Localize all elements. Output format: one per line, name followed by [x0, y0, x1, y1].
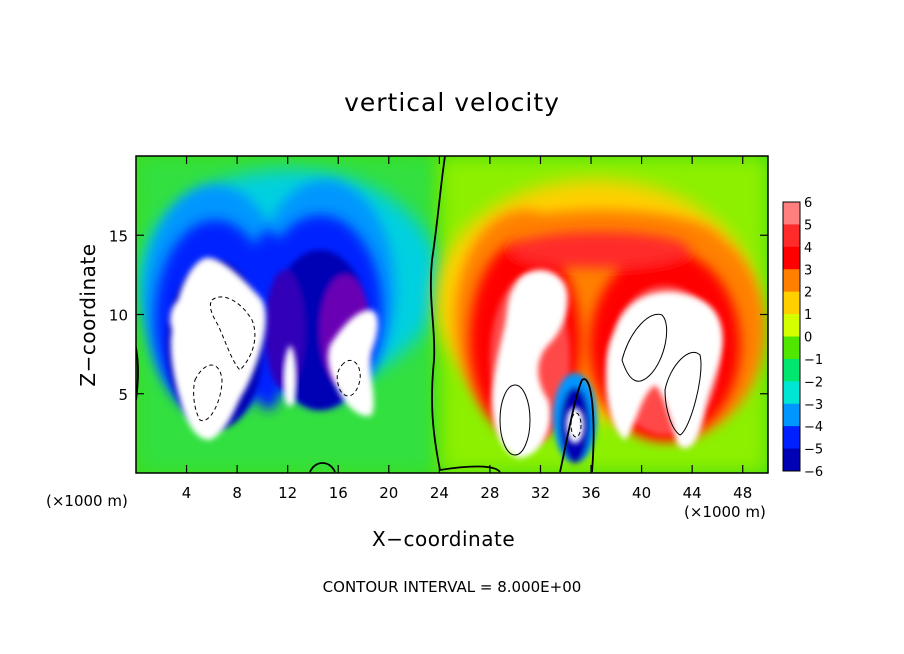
- x-tick-label: 44: [683, 484, 702, 502]
- colorbar-swatch: [783, 358, 800, 382]
- y-tick-label: 15: [109, 227, 128, 245]
- colorbar-swatch: [783, 224, 800, 248]
- colorbar-label: 6: [804, 196, 812, 211]
- colorbar-frame: [782, 201, 801, 472]
- colorbar-label: −2: [804, 375, 823, 390]
- colorbar-swatch: [783, 336, 800, 360]
- colorbar-label: −6: [804, 465, 823, 480]
- x-tick-label: 36: [581, 484, 600, 502]
- colorbar-swatch: [783, 314, 800, 337]
- heatmap-field: [136, 156, 768, 473]
- x-tick-label: 28: [480, 484, 499, 502]
- colorbar-label: −3: [804, 398, 823, 413]
- x-tick-label: 4: [182, 484, 192, 502]
- x-tick-label: 32: [531, 484, 550, 502]
- colorbar: 6 5 4 3 2 1 0 −1 −2 −3 −4 −5 −6: [782, 196, 823, 480]
- chart-title: vertical velocity: [344, 88, 560, 117]
- colorbar-label: 4: [804, 241, 812, 256]
- y-axis: 5 10 15: [109, 227, 768, 404]
- colorbar-swatch: [783, 381, 800, 405]
- colorbar-label: 2: [804, 286, 812, 301]
- colorbar-swatch: [783, 246, 800, 270]
- x-tick-label: 24: [430, 484, 449, 502]
- x-tick-label: 40: [632, 484, 651, 502]
- colorbar-label: 1: [804, 308, 812, 323]
- colorbar-label: −4: [804, 420, 823, 435]
- x-tick-label: 48: [733, 484, 752, 502]
- colorbar-swatch: [783, 291, 800, 315]
- colorbar-swatch: [783, 426, 800, 450]
- colorbar-swatch: [783, 269, 800, 293]
- colorbar-label: −1: [804, 353, 823, 368]
- colorbar-label: 3: [804, 263, 812, 278]
- colorbar-swatch: [783, 202, 800, 225]
- x-unit-label-right: (×1000 m): [684, 503, 766, 521]
- x-axis-label: X−coordinate: [372, 527, 516, 551]
- x-tick-label: 16: [329, 484, 348, 502]
- colorbar-label: 0: [804, 331, 812, 346]
- colorbar-label: 5: [804, 218, 812, 233]
- x-tick-label: 8: [232, 484, 242, 502]
- colorbar-swatch: [783, 448, 800, 472]
- colorbar-label: −5: [804, 443, 823, 458]
- y-tick-label: 5: [118, 386, 128, 404]
- y-tick-label: 10: [109, 307, 128, 325]
- contour-interval-note: CONTOUR INTERVAL = 8.000E+00: [322, 578, 582, 596]
- x-unit-label-left: (×1000 m): [46, 492, 128, 510]
- x-axis: 4 8 12 16 20 24 28 32 36 40 44 48: [182, 156, 752, 502]
- colorbar-swatch: [783, 403, 800, 427]
- x-tick-label: 20: [379, 484, 398, 502]
- x-tick-label: 12: [278, 484, 297, 502]
